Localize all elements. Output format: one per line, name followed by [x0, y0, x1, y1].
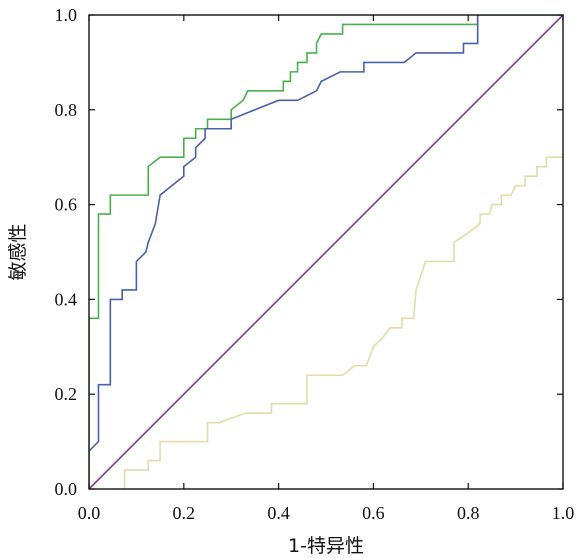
x-tick-label: 0.8 [457, 503, 480, 523]
y-axis-title: 敏感性 [7, 223, 29, 280]
plot-frame [88, 14, 564, 490]
x-axis-title: 1-特异性 [288, 535, 364, 557]
y-tick-label: 0.2 [55, 384, 78, 404]
axes: 0.0 0.2 0.4 0.6 0.8 1.0 0.0 0.2 0.4 0.6 0.8 1.0 [55, 5, 575, 523]
x-tick-label: 0.6 [362, 503, 385, 523]
x-tick-label: 0.2 [173, 503, 196, 523]
y-tick-label: 0.4 [55, 289, 78, 309]
x-tick-label: 0.4 [267, 503, 290, 523]
x-tick-label: 1.0 [552, 503, 575, 523]
roc-curve-1 [89, 15, 563, 489]
x-tick-label: 0.0 [78, 503, 101, 523]
y-tick-label: 0.6 [55, 195, 78, 215]
y-tick-label: 0.8 [55, 100, 78, 120]
y-tick-label: 1.0 [55, 5, 78, 25]
roc-curve-3 [123, 156, 563, 489]
plot-area [89, 15, 563, 489]
roc-curve-4 [89, 15, 563, 489]
roc-curve-2 [89, 15, 479, 452]
y-tick-label: 0.0 [55, 479, 78, 499]
